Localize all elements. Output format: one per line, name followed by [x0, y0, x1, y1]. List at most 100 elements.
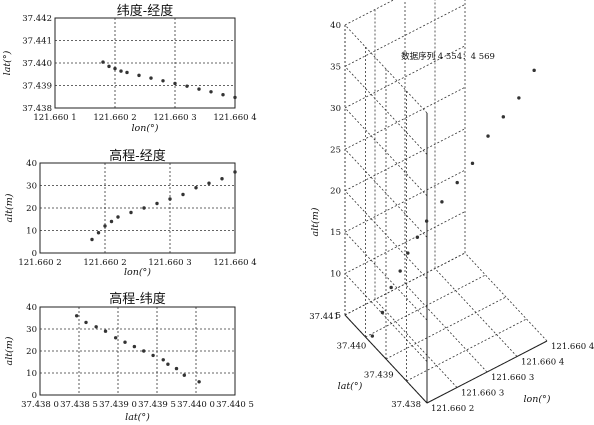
data-point — [197, 87, 201, 91]
data-point — [155, 201, 159, 206]
alt-lat-chart: 37.438 0 37.438 5 37.439 0 37.439 5 37.440 0… — [4, 291, 254, 423]
data-point — [221, 93, 225, 97]
x-tick-label: 37.438 0 — [21, 400, 59, 410]
grid-line — [344, 231, 428, 321]
x-tick-label: 121.660 2 — [83, 258, 126, 268]
x-tick-label: 37.440 0 — [177, 400, 215, 410]
lat-lon-chart: 121.660 1 121.660 2 121.660 3 121.660 4 37.4… — [2, 3, 257, 134]
grid-line — [344, 24, 428, 114]
lat-tick-label: 37.438 — [391, 400, 421, 410]
data-point — [440, 200, 444, 204]
data-point — [406, 251, 410, 255]
grid-line — [344, 4, 466, 67]
data-point — [168, 197, 172, 201]
z-tick-label: 20 — [330, 187, 341, 197]
data-point — [532, 68, 536, 73]
lat-tick-label: 37.440 — [337, 341, 367, 351]
data-point — [455, 180, 459, 185]
data-point — [174, 366, 179, 371]
data-point — [113, 336, 118, 340]
data-point — [137, 73, 141, 78]
alt-lon-chart: 121.660 2 121.660 2 121.660 3 121.660 4 0 10 2… — [4, 148, 257, 278]
x-tick-label: 121.660 4 — [213, 258, 256, 268]
data-point — [103, 329, 108, 333]
z-tick-label: 15 — [330, 228, 341, 238]
data-point — [129, 210, 133, 215]
data-point — [119, 69, 123, 73]
y-tick-label: 20 — [26, 204, 37, 214]
x-tick-label: 37.440 5 — [216, 400, 254, 410]
x-tick-label: 121.660 1 — [33, 113, 76, 123]
y-tick-label: 40 — [26, 159, 37, 169]
3d-trajectory-chart: 5 10 15 20 25 30 35 40 37.438 37.439 37.440 37.441 1… — [309, 0, 594, 414]
lon-tick-label: 121.660 4 — [521, 358, 564, 368]
data-point — [151, 353, 155, 358]
data-point — [84, 320, 88, 325]
lon-tick-label: 121.660 4 — [551, 342, 594, 352]
data-point — [142, 206, 146, 210]
z-axis-label: alt(m) — [310, 207, 321, 236]
data-point — [142, 349, 146, 353]
grid-line — [344, 211, 466, 274]
data-point — [103, 224, 107, 228]
z-tick-label: 5 — [336, 311, 341, 321]
data-point — [161, 79, 165, 83]
z-tick-label: 35 — [330, 62, 341, 72]
data-point — [233, 170, 237, 174]
grid-line — [344, 107, 428, 197]
y-tick-label: 20 — [26, 347, 37, 357]
z-tick-label: 30 — [330, 104, 341, 114]
chart-title: 高程-纬度 — [109, 291, 165, 307]
data-point — [501, 115, 506, 119]
data-point — [132, 344, 137, 349]
data-point — [486, 134, 490, 138]
grid-line — [344, 149, 428, 238]
grid-line — [365, 274, 486, 338]
lat-tick-label: 37.439 — [364, 371, 394, 381]
lat-axis-label: lat(°) — [338, 381, 363, 392]
y-tick-label: 37.439 — [22, 82, 52, 92]
z-tick-label: 40 — [330, 21, 341, 31]
data-point — [101, 60, 105, 64]
grid-line — [344, 45, 466, 109]
grid-line — [344, 252, 466, 316]
y-tick-label: 0 — [32, 249, 37, 259]
data-point — [197, 380, 201, 384]
grid-line — [404, 283, 488, 373]
data-point — [233, 95, 237, 100]
data-point — [370, 334, 375, 338]
lat-tick-label: 37.441 — [309, 312, 339, 322]
lon-tick-label: 121.660 3 — [461, 389, 504, 399]
y-tick-label: 37.442 — [22, 14, 52, 24]
x-tick-label: 121.660 3 — [148, 258, 191, 268]
z-tick-label: 10 — [330, 270, 341, 280]
grid-line — [434, 268, 518, 357]
grid-line — [406, 318, 527, 382]
data-point — [173, 81, 177, 86]
y-axis-label: alt(m) — [4, 336, 15, 365]
data-point — [109, 219, 114, 224]
y-tick-label: 30 — [26, 325, 37, 335]
y-tick-label: 37.440 — [22, 59, 52, 69]
grid-line — [464, 252, 548, 342]
x-axis-label: lon(°) — [131, 123, 158, 134]
data-point — [209, 90, 213, 94]
data-point — [74, 314, 79, 318]
y-tick-label: 10 — [26, 369, 37, 379]
y-axis-label: alt(m) — [4, 193, 15, 222]
data-point — [185, 84, 189, 88]
plot-frame — [54, 17, 236, 109]
data-point — [94, 325, 98, 329]
x-tick-label: 121.660 2 — [93, 113, 136, 123]
grid-line — [344, 273, 428, 362]
chart-title: 高程-经度 — [109, 148, 165, 164]
lon-tick-label: 121.660 2 — [431, 404, 474, 414]
data-point — [182, 373, 186, 377]
data-point — [415, 235, 420, 239]
lon-axis-label: lon(°) — [523, 394, 550, 405]
y-tick-label: 30 — [26, 182, 37, 192]
data-point — [207, 181, 211, 185]
x-tick-label: 37.439 0 — [99, 400, 137, 410]
lon-axis — [426, 340, 548, 404]
data-point — [470, 161, 475, 166]
